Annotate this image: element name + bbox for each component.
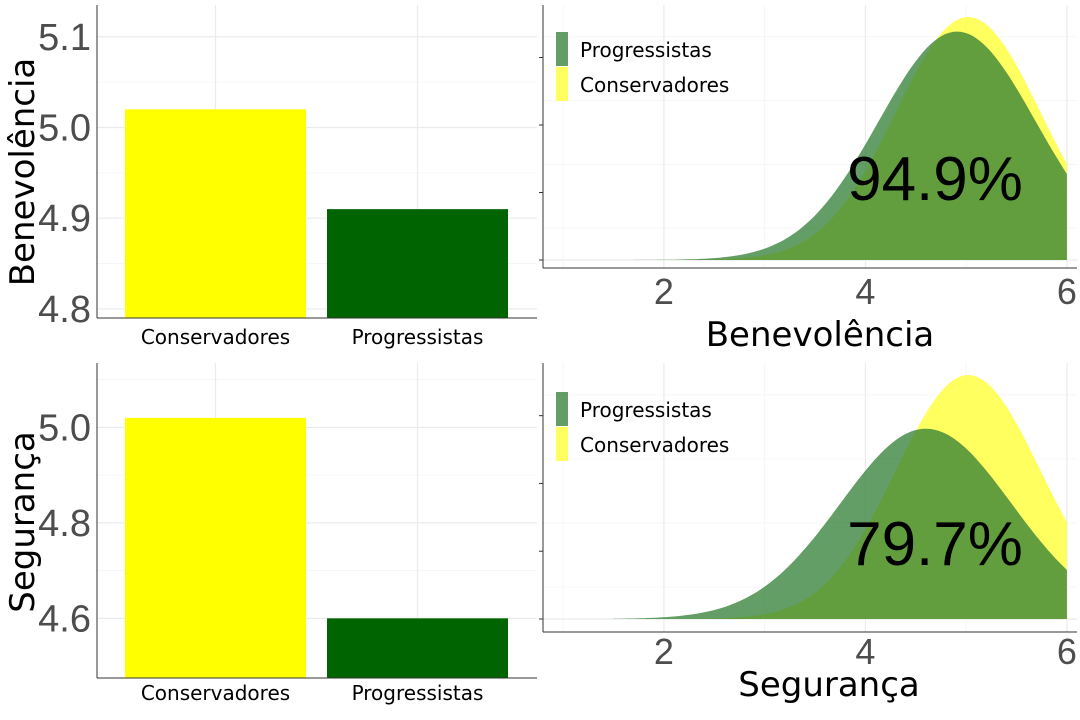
x-tick-label: 4 (855, 271, 875, 312)
x-tick-label: 4 (855, 631, 875, 672)
bar-conservadores (125, 109, 306, 318)
x-category-label: Conservadores (141, 325, 290, 349)
density-area-progressistas (613, 428, 1067, 619)
x-category-label: Progressistas (352, 681, 484, 705)
legend-swatch-conservadores (556, 67, 568, 101)
legend-swatch-progressistas (556, 32, 568, 66)
x-axis-title: Segurança (738, 665, 920, 705)
x-category-label: Progressistas (352, 325, 484, 349)
bar-progressistas (327, 209, 508, 318)
bar-conservadores (125, 417, 306, 678)
y-axis-title: Segurança (3, 431, 43, 613)
legend-label: Conservadores (580, 433, 729, 457)
overlap-percentage: 79.7% (847, 510, 1023, 579)
x-tick-label: 6 (1057, 271, 1077, 312)
x-tick-label: 2 (654, 631, 674, 672)
bar-progressistas (327, 618, 508, 678)
x-tick-label: 2 (654, 271, 674, 312)
density-panel-benevolencia: 2 4 6 Benevolência 94.9% Progressistas Conserv… (539, 5, 1077, 355)
legend-swatch-conservadores (556, 427, 568, 461)
legend-label: Progressistas (580, 398, 712, 422)
x-axis-title: Benevolência (706, 315, 935, 355)
y-tick-label: 4.6 (38, 598, 91, 640)
y-tick-label: 4.8 (38, 503, 91, 545)
y-tick-label: 5.0 (38, 107, 91, 149)
legend-label: Conservadores (580, 73, 729, 97)
density-area-progressistas (613, 31, 1067, 260)
y-tick-label: 4.9 (38, 198, 91, 240)
overlap-percentage: 94.9% (847, 145, 1023, 214)
y-tick-label: 5.0 (38, 407, 91, 449)
x-category-label: Conservadores (141, 681, 290, 705)
legend-swatch-progressistas (556, 392, 568, 426)
legend-label: Progressistas (580, 38, 712, 62)
density-panel-seguranca: 2 4 6 Segurança 79.7% Progressistas Conservado… (539, 363, 1077, 705)
x-tick-label: 6 (1057, 631, 1077, 672)
y-tick-label: 4.8 (38, 289, 91, 331)
bar-panel-seguranca: 4.6 4.8 5.0 Conservadores Progressistas Segur… (3, 363, 537, 705)
bar-panel-benevolencia: 4.8 4.9 5.0 5.1 Conservadores Progressistas Be… (3, 5, 537, 349)
y-tick-label: 5.1 (38, 17, 91, 59)
y-axis-title: Benevolência (3, 58, 43, 287)
